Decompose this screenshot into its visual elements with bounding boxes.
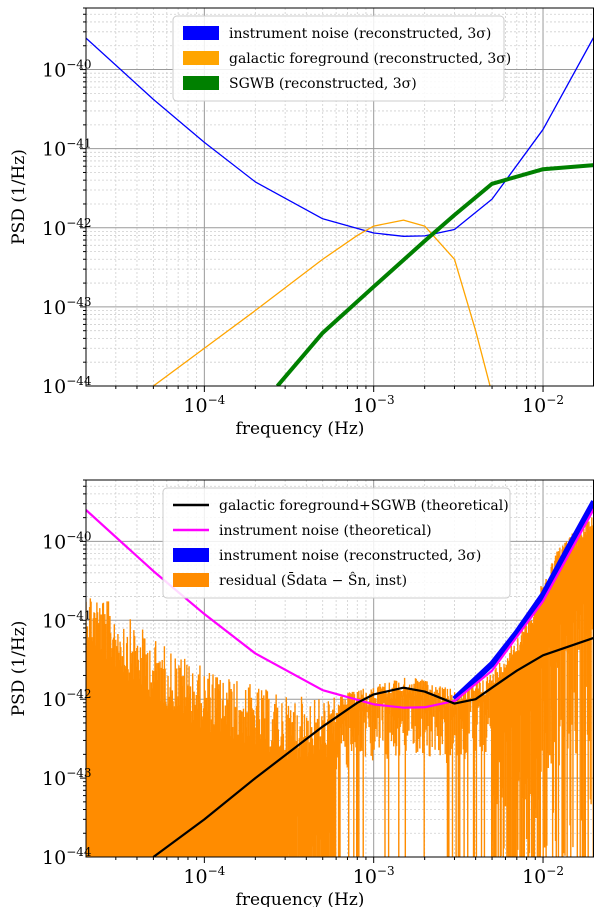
legend-label: instrument noise (reconstructed, 3σ) <box>229 26 491 42</box>
legend-swatch <box>183 76 219 90</box>
x-axis-label: frequency (Hz) <box>236 890 365 907</box>
y-tick-label: 10−40 <box>42 529 92 553</box>
y-tick-label: 10−43 <box>42 295 92 319</box>
bottom-panel: 10−4 10−3 10−2 10−44 10−43 10−42 10−41 10−40 fre… <box>9 479 594 907</box>
legend-box <box>162 487 511 599</box>
legend-swatch <box>183 51 219 65</box>
legend-label: SGWB (reconstructed, 3σ) <box>229 76 417 92</box>
legend-swatch <box>173 548 209 562</box>
legend-label: residual (S̄data − Ŝn, inst) <box>219 571 407 589</box>
series-line-noise-recon <box>452 500 594 702</box>
residual-band <box>86 516 594 857</box>
legend-label: instrument noise (reconstructed, 3σ) <box>219 548 481 564</box>
series-line-sgwb <box>275 163 594 386</box>
y-tick-label: 10−41 <box>42 608 92 632</box>
x-axis-label: frequency (Hz) <box>236 419 365 439</box>
legend-swatch <box>183 26 219 40</box>
legend-box <box>172 15 505 102</box>
y-tick-label: 10−42 <box>42 687 92 711</box>
y-tick-label: 10−43 <box>42 766 92 790</box>
y-tick-label: 10−44 <box>42 374 92 398</box>
plot-area <box>86 36 594 386</box>
plot-area <box>86 500 594 857</box>
y-tick-label: 10−41 <box>42 137 92 161</box>
legend-label: galactic foreground+SGWB (theoretical) <box>219 498 509 514</box>
y-tick-label: 10−42 <box>42 216 92 240</box>
y-axis-label: PSD (1/Hz) <box>9 149 29 245</box>
x-tick-label: 10−3 <box>353 864 395 888</box>
x-tick-label: 10−2 <box>522 393 564 417</box>
y-axis-label: PSD (1/Hz) <box>9 621 29 717</box>
legend-label: instrument noise (theoretical) <box>219 523 432 539</box>
series-line-foreground <box>152 219 491 386</box>
series-line-noise <box>86 36 594 237</box>
x-tick-label: 10−4 <box>183 864 225 888</box>
x-tick-label: 10−2 <box>522 864 564 888</box>
series-line-fg-sgwb-theory <box>152 636 594 857</box>
legend: galactic foreground+SGWB (theoretical) in… <box>162 487 511 599</box>
x-tick-label: 10−3 <box>353 393 395 417</box>
y-tick-label: 10−40 <box>42 58 92 82</box>
legend-label: galactic foreground (reconstructed, 3σ) <box>229 51 511 67</box>
top-panel: 10−4 10−3 10−2 10−44 10−43 10−42 10−41 10−40 fre… <box>9 7 594 439</box>
series-line-noise-theory <box>86 508 594 709</box>
x-tick-label: 10−4 <box>183 393 225 417</box>
legend-swatch <box>173 573 209 587</box>
y-tick-label: 10−44 <box>42 845 92 869</box>
legend: instrument noise (reconstructed, 3σ) gala… <box>172 15 511 102</box>
